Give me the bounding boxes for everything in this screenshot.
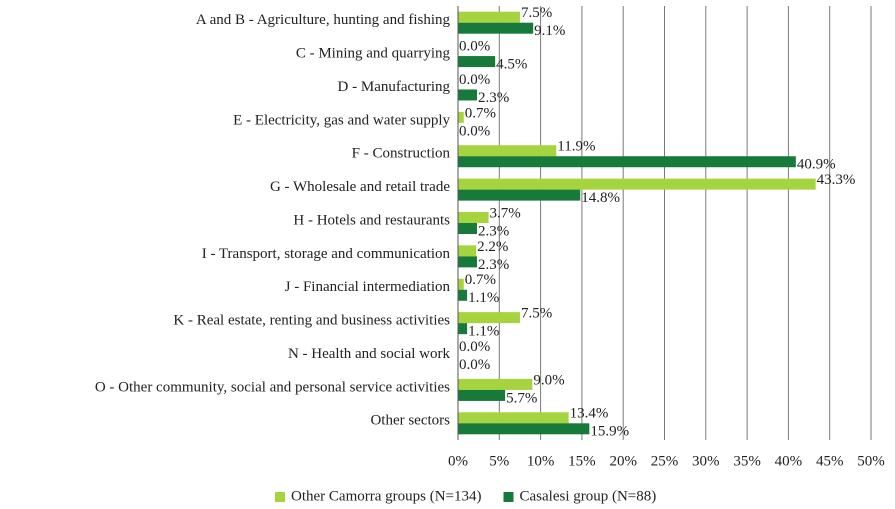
bar <box>458 412 569 424</box>
value-label: 2.2% <box>477 239 508 255</box>
y-tick-label: I - Transport, storage and communication <box>202 246 451 262</box>
x-tick-label: 20% <box>609 453 637 469</box>
bar <box>458 156 796 168</box>
bar <box>458 323 468 335</box>
y-tick-label: H - Hotels and restaurants <box>293 212 450 228</box>
y-tick-label: F - Construction <box>352 146 451 162</box>
bar <box>458 189 581 201</box>
y-tick-label: C - Mining and quarrying <box>296 46 451 62</box>
value-label: 0.7% <box>465 105 496 121</box>
value-label: 5.7% <box>506 390 537 406</box>
x-tick-label: 10% <box>527 453 555 469</box>
y-tick-label: E - Electricity, gas and water supply <box>233 112 450 128</box>
value-label: 14.8% <box>581 190 620 206</box>
value-label: 13.4% <box>570 406 609 422</box>
y-tick-label: K - Real estate, renting and business ac… <box>173 313 450 329</box>
y-tick-label: Other sectors <box>370 413 450 429</box>
legend-label: Casalesi group (N=88) <box>520 488 657 504</box>
value-label: 7.5% <box>521 306 552 322</box>
x-tick-label: 40% <box>775 453 803 469</box>
bar <box>458 423 590 435</box>
value-label: 15.9% <box>590 424 629 440</box>
value-label: 0.0% <box>459 39 490 55</box>
x-tick-label: 45% <box>816 453 844 469</box>
x-tick-label: 30% <box>692 453 720 469</box>
bar <box>458 278 464 290</box>
value-label: 7.5% <box>521 5 552 21</box>
value-label: 0.0% <box>459 123 490 139</box>
bar <box>458 389 506 401</box>
x-tick-label: 35% <box>733 453 761 469</box>
bar <box>458 312 520 324</box>
x-tick-label: 5% <box>489 453 509 469</box>
bar <box>458 212 489 223</box>
value-label: 11.9% <box>557 139 595 155</box>
y-tick-label: N - Health and social work <box>288 346 451 362</box>
value-label: 2.3% <box>478 257 509 273</box>
y-tick-label: J - Financial intermediation <box>285 279 451 295</box>
value-label: 4.5% <box>496 57 527 73</box>
value-label: 2.3% <box>478 223 509 239</box>
bar <box>458 22 534 34</box>
value-label: 43.3% <box>817 172 856 188</box>
bar <box>458 245 477 257</box>
value-label: 0.0% <box>459 357 490 373</box>
bar <box>458 89 477 101</box>
x-tick-label: 25% <box>651 453 679 469</box>
value-label: 1.1% <box>468 324 499 340</box>
value-label: 3.7% <box>490 205 521 221</box>
bar <box>458 256 477 268</box>
value-label: 0.0% <box>459 72 490 88</box>
y-tick-label: D - Manufacturing <box>338 79 451 95</box>
bar <box>458 289 468 301</box>
bar <box>458 56 496 68</box>
y-tick-label: G - Wholesale and retail trade <box>270 179 450 195</box>
value-label: 40.9% <box>797 157 836 173</box>
bar <box>458 11 520 23</box>
value-label: 9.1% <box>534 23 565 39</box>
bar <box>458 178 816 190</box>
value-label: 1.1% <box>468 290 499 306</box>
legend-swatch <box>503 492 514 502</box>
x-tick-label: 50% <box>857 453 885 469</box>
y-tick-label: A and B - Agriculture, hunting and fishi… <box>196 12 451 28</box>
x-tick-label: 0% <box>448 453 468 469</box>
bar <box>458 378 533 390</box>
bar <box>458 145 557 157</box>
bar <box>458 111 464 123</box>
value-label: 0.0% <box>459 339 490 355</box>
x-tick-label: 15% <box>568 453 596 469</box>
y-tick-label: O - Other community, social and personal… <box>95 379 450 395</box>
legend-swatch <box>275 492 285 502</box>
value-label: 0.7% <box>465 272 496 288</box>
bar <box>458 223 477 234</box>
value-label: 2.3% <box>478 90 509 106</box>
value-label: 9.0% <box>533 372 564 388</box>
legend-label: Other Camorra groups (N=134) <box>291 488 482 504</box>
